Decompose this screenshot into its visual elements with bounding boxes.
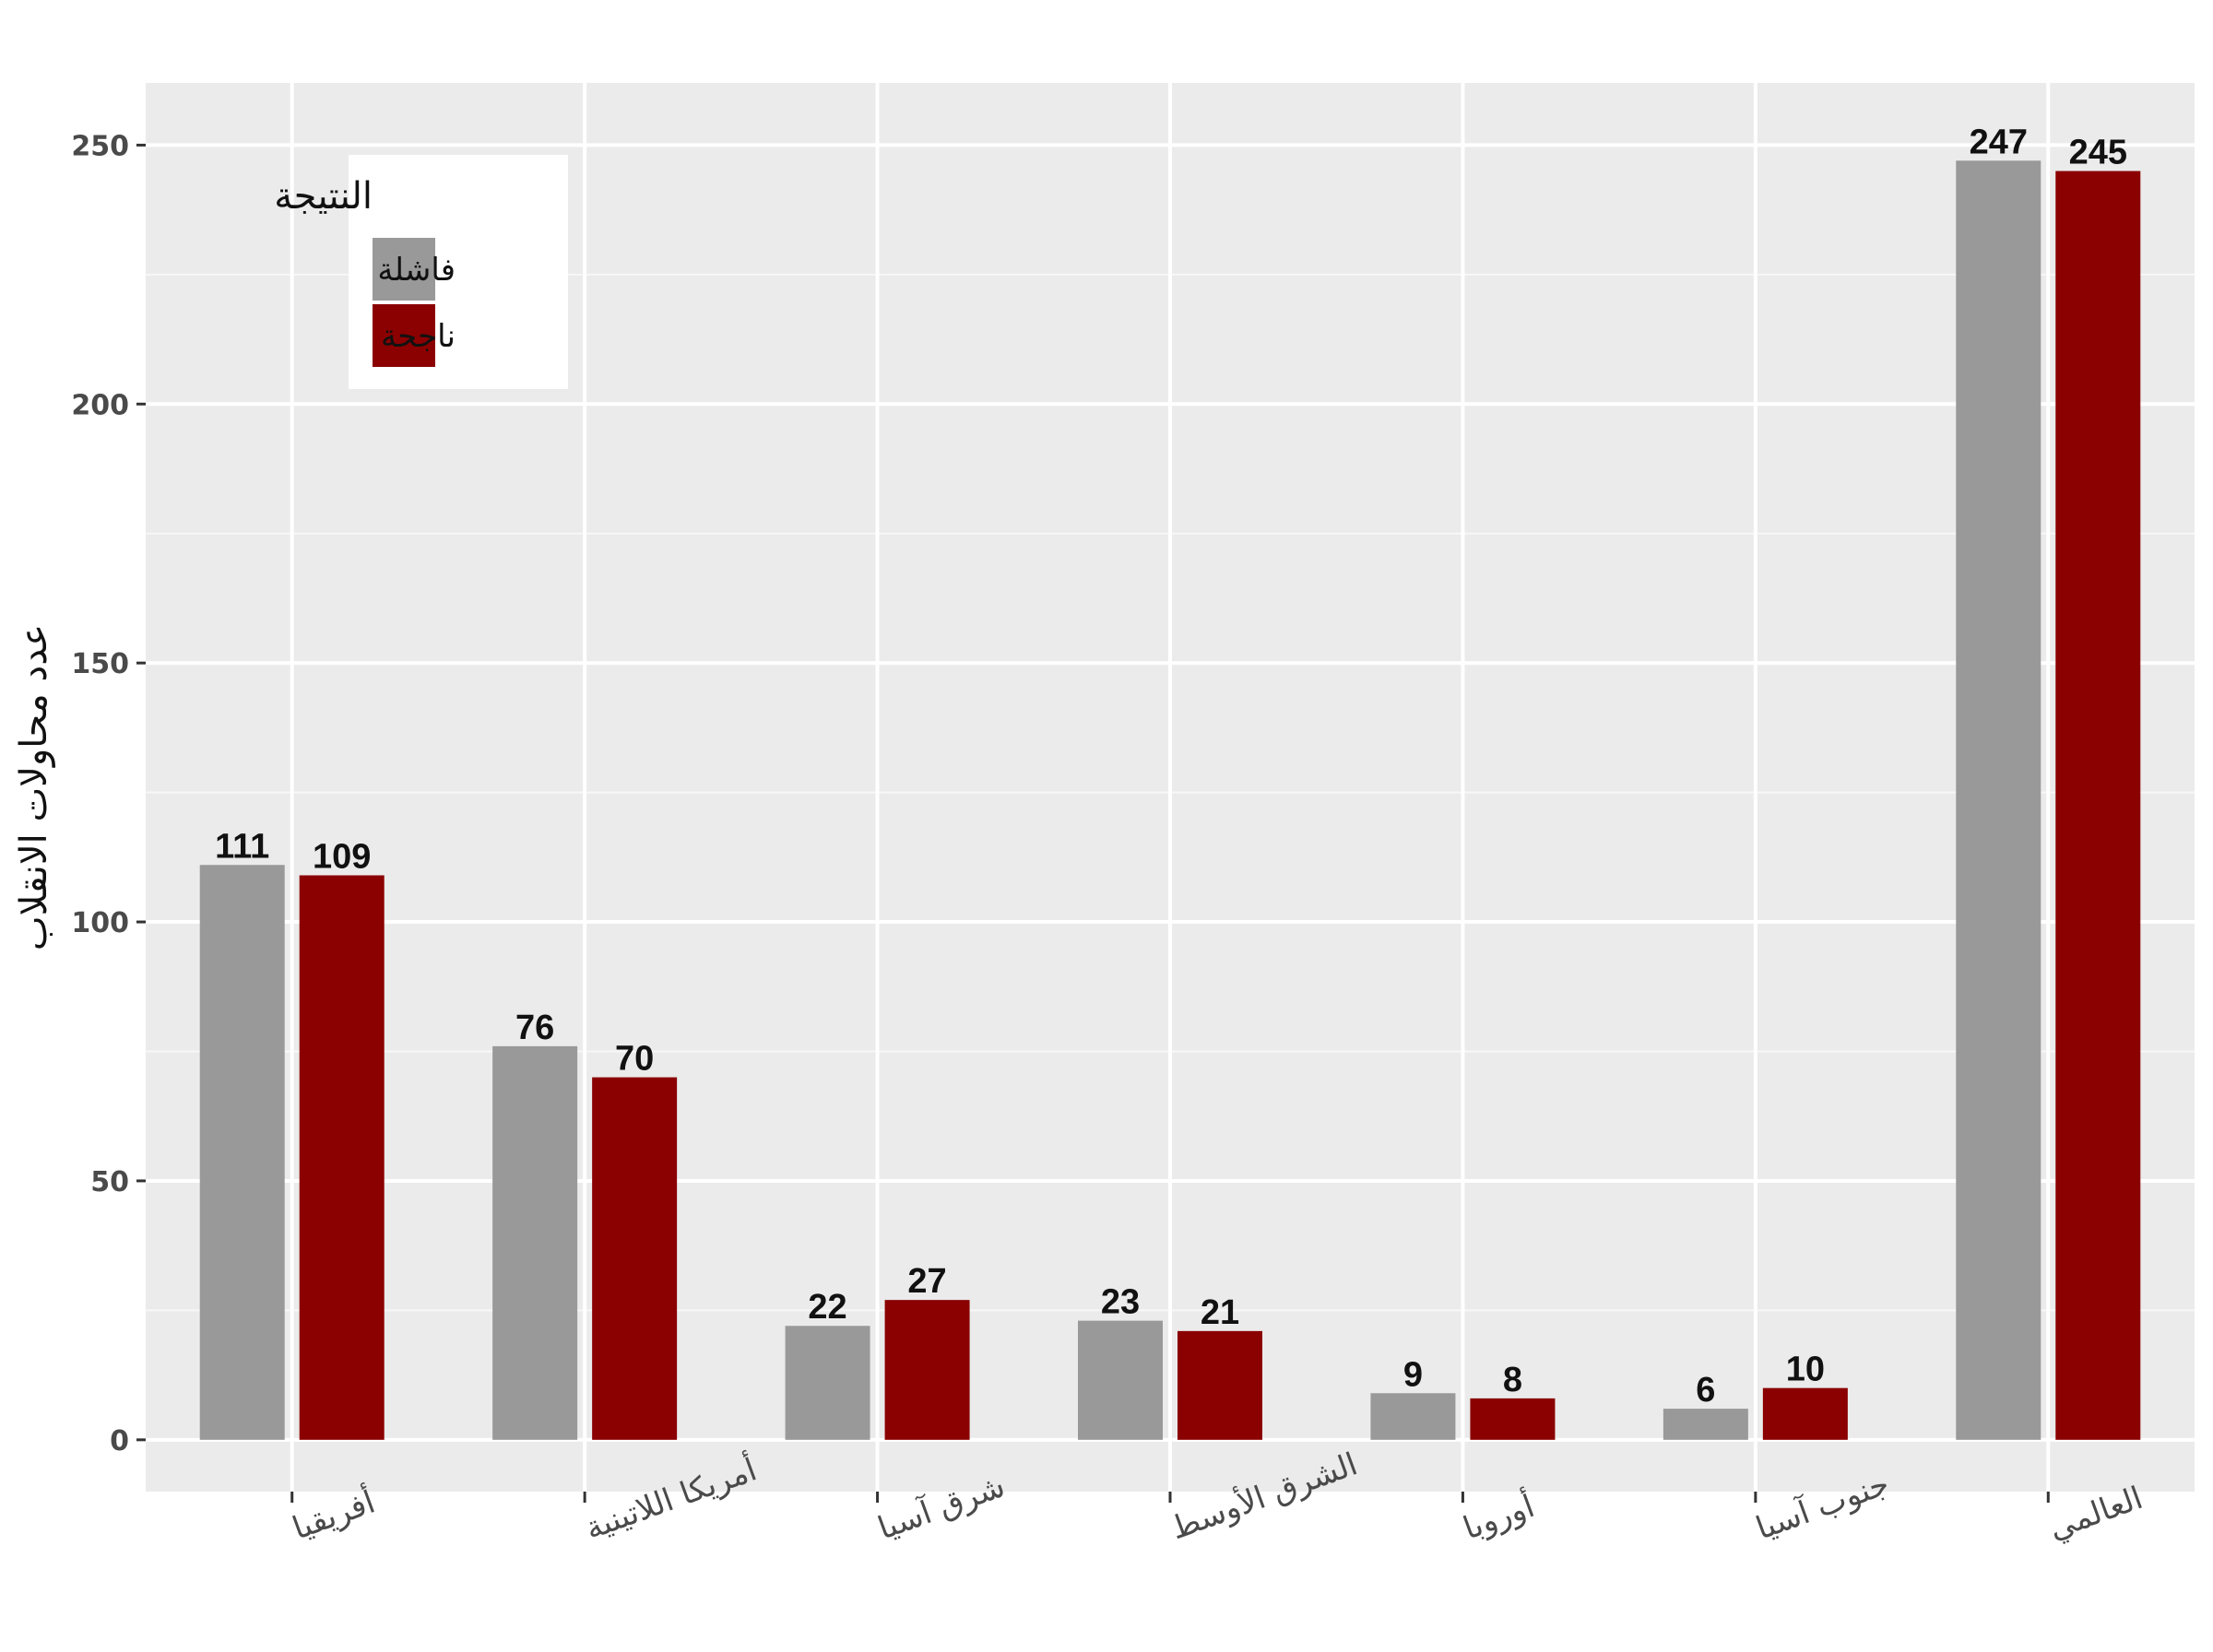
bars	[199, 160, 2141, 1440]
value-labels: 111 76 22 23 9 6 247 109 70 27 21 8 10 245	[215, 123, 2127, 1410]
bar-failed	[785, 1326, 870, 1440]
legend-key-successful	[373, 304, 435, 367]
bar-value-label: 6	[1696, 1371, 1715, 1410]
bar-value-label: 245	[2069, 134, 2127, 172]
bar-failed	[1370, 1393, 1456, 1440]
bar-value-label: 21	[1201, 1293, 1239, 1332]
bar-failed	[492, 1045, 578, 1440]
y-axis-title: عدد محاولات الانقلاب	[13, 624, 55, 950]
bar-value-label: 23	[1101, 1283, 1140, 1322]
bar-value-label: 70	[615, 1040, 654, 1079]
bar-value-label: 247	[1970, 123, 2028, 161]
x-category-label: أوروبا	[1458, 1485, 1540, 1547]
bar-failed	[1956, 160, 2041, 1440]
bar-successful	[299, 875, 385, 1440]
bar-value-label: 10	[1786, 1351, 1825, 1389]
y-tick-label: 150	[71, 648, 129, 680]
bar-failed	[1078, 1320, 1163, 1440]
y-tick-label: 0	[110, 1425, 129, 1457]
bar-value-label: 109	[313, 838, 371, 877]
bar-value-label: 76	[515, 1009, 554, 1047]
bar-failed	[1663, 1409, 1748, 1440]
bar-successful	[592, 1077, 678, 1440]
bar-value-label: 111	[215, 827, 269, 866]
legend: النتيجة فاشلة ناجحة	[274, 155, 568, 389]
bar-failed	[199, 865, 285, 1440]
bar-value-label: 27	[907, 1262, 946, 1301]
bar-successful	[2055, 171, 2141, 1440]
bar-value-label: 9	[1403, 1355, 1423, 1394]
y-tick-label: 250	[71, 130, 129, 162]
y-tick-label: 100	[71, 907, 129, 939]
legend-label-failed: فاشلة	[377, 252, 456, 289]
legend-key-failed	[373, 238, 435, 301]
y-tick-label: 200	[71, 389, 129, 421]
y-axis: 0 50 100 150 200 250	[71, 130, 146, 1457]
bar-value-label: 8	[1503, 1361, 1522, 1399]
bar-successful	[1178, 1330, 1262, 1440]
legend-title: النتيجة	[274, 175, 373, 218]
bar-successful	[1470, 1398, 1556, 1440]
legend-label-successful: ناجحة	[381, 318, 456, 355]
bar-value-label: 22	[808, 1288, 846, 1327]
bar-successful	[1762, 1387, 1848, 1440]
y-tick-label: 50	[90, 1166, 129, 1198]
major-gridlines	[146, 83, 2195, 1492]
bar-successful	[884, 1300, 970, 1440]
